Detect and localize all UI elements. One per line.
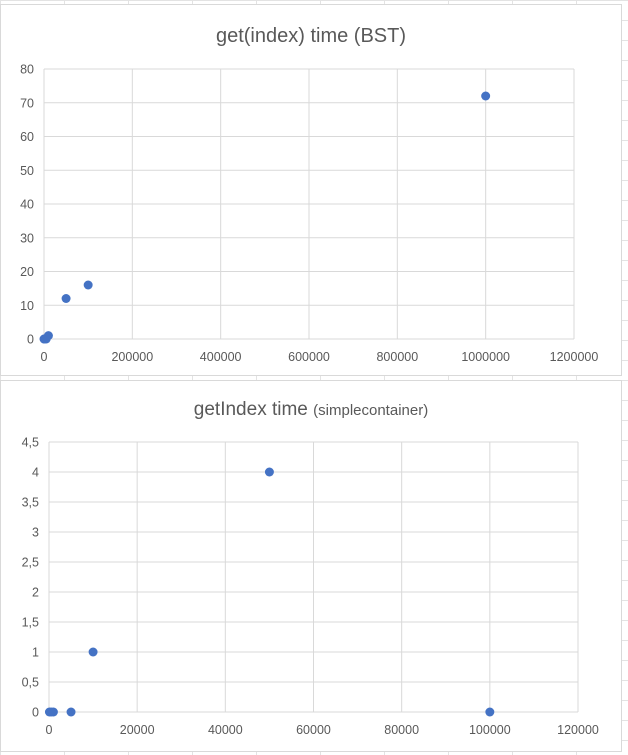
y-tick-label: 40 xyxy=(20,198,34,212)
y-tick-label: 0,5 xyxy=(22,676,39,690)
y-tick-label: 1,5 xyxy=(22,616,39,630)
x-tick-label: 20000 xyxy=(120,723,155,737)
chart-title-main: getIndex time xyxy=(193,399,308,420)
y-tick-label: 30 xyxy=(20,231,34,245)
y-tick-label: 10 xyxy=(20,299,34,313)
x-tick-label: 0 xyxy=(46,723,53,737)
data-point[interactable] xyxy=(264,467,274,477)
x-tick-label: 800000 xyxy=(376,350,418,364)
data-point[interactable] xyxy=(43,331,53,341)
y-tick-label: 3 xyxy=(32,526,39,540)
x-tick-label: 120000 xyxy=(557,723,599,737)
chart-bst-get-index[interactable]: get(index) time (BST) 0 200000 400000 60000… xyxy=(0,4,622,376)
data-point[interactable] xyxy=(83,280,93,290)
x-tick-label: 40000 xyxy=(208,723,243,737)
y-tick-label: 4 xyxy=(32,466,39,480)
y-tick-label: 60 xyxy=(20,130,34,144)
data-point[interactable] xyxy=(88,647,98,657)
x-tick-label: 0 xyxy=(41,350,48,364)
y-tick-label: 1 xyxy=(32,646,39,660)
x-tick-label: 80000 xyxy=(384,723,419,737)
x-tick-label: 100000 xyxy=(469,723,511,737)
chart-title: getIndex time (simplecontainer) xyxy=(1,399,621,421)
data-point[interactable] xyxy=(481,91,491,101)
data-point[interactable] xyxy=(485,707,495,717)
chart-plot-area: 0 20000 40000 60000 80000 100000 120000 0 0,5 1 1,… xyxy=(22,436,599,738)
y-tick-label: 3,5 xyxy=(22,496,39,510)
x-tick-label: 600000 xyxy=(288,350,330,364)
x-tick-label: 1200000 xyxy=(550,350,599,364)
chart-plot-area: 0 200000 400000 600000 800000 1000000 1200000 0… xyxy=(20,63,599,365)
chart-title: get(index) time (BST) xyxy=(1,25,621,48)
x-tick-label: 1000000 xyxy=(461,350,510,364)
data-point[interactable] xyxy=(66,707,76,717)
chart-title-sub: (simplecontainer) xyxy=(313,402,429,419)
chart-title-main: get(index) time (BST) xyxy=(215,25,407,47)
x-tick-label: 200000 xyxy=(111,350,153,364)
y-tick-label: 4,5 xyxy=(22,436,39,450)
y-tick-label: 50 xyxy=(20,164,34,178)
y-tick-label: 70 xyxy=(20,96,34,110)
data-point[interactable] xyxy=(48,707,58,717)
y-tick-label: 0 xyxy=(27,333,34,347)
chart-simplecontainer-get-index[interactable]: getIndex time (simplecontainer) 0 20000 40… xyxy=(0,380,622,752)
y-tick-label: 0 xyxy=(32,706,39,720)
y-tick-label: 2 xyxy=(32,586,39,600)
x-tick-label: 60000 xyxy=(296,723,331,737)
x-tick-label: 400000 xyxy=(200,350,242,364)
data-point[interactable] xyxy=(61,294,71,303)
y-tick-label: 20 xyxy=(20,265,34,279)
y-tick-label: 80 xyxy=(20,63,34,77)
y-tick-label: 2,5 xyxy=(22,556,39,570)
